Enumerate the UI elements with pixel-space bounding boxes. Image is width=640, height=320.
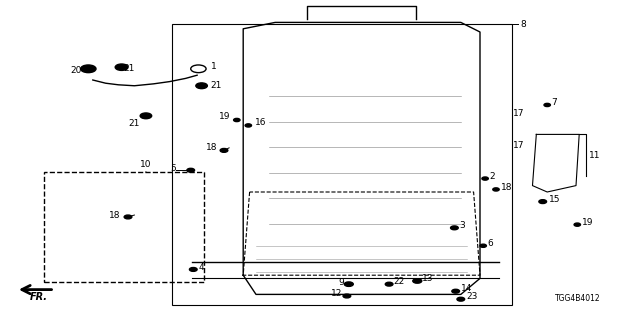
Circle shape xyxy=(140,113,152,119)
Text: 9: 9 xyxy=(339,278,344,287)
Text: 22: 22 xyxy=(394,277,405,286)
Circle shape xyxy=(344,282,353,286)
Circle shape xyxy=(196,83,207,89)
Text: 20: 20 xyxy=(70,66,82,75)
Text: 21: 21 xyxy=(210,81,221,90)
Text: 2: 2 xyxy=(490,172,495,181)
Text: 5: 5 xyxy=(170,164,176,173)
Text: 21: 21 xyxy=(128,119,140,128)
Circle shape xyxy=(187,168,195,172)
Text: 23: 23 xyxy=(466,292,477,301)
Circle shape xyxy=(234,118,240,122)
Text: FR.: FR. xyxy=(29,292,47,302)
Circle shape xyxy=(115,64,128,70)
Circle shape xyxy=(81,65,96,73)
Bar xyxy=(172,24,512,305)
Circle shape xyxy=(452,289,460,293)
Text: 21: 21 xyxy=(123,64,134,73)
Text: 16: 16 xyxy=(255,118,266,127)
Circle shape xyxy=(480,244,486,247)
Text: 3: 3 xyxy=(460,221,465,230)
Circle shape xyxy=(493,188,499,191)
Circle shape xyxy=(189,268,197,271)
Text: 11: 11 xyxy=(589,151,600,160)
Text: 17: 17 xyxy=(513,109,525,118)
Text: 13: 13 xyxy=(422,274,434,283)
Text: 15: 15 xyxy=(549,195,561,204)
Text: 8: 8 xyxy=(520,20,526,28)
Circle shape xyxy=(574,223,580,226)
Text: 14: 14 xyxy=(461,284,472,293)
Circle shape xyxy=(451,226,458,230)
Text: 18: 18 xyxy=(206,143,218,152)
Circle shape xyxy=(220,148,228,152)
Text: 17: 17 xyxy=(513,141,525,150)
Text: 6: 6 xyxy=(488,239,493,248)
Text: 7: 7 xyxy=(552,98,557,107)
Text: 19: 19 xyxy=(582,218,594,227)
Circle shape xyxy=(413,279,422,283)
Text: 4: 4 xyxy=(198,263,204,272)
Text: 19: 19 xyxy=(219,112,230,121)
Text: TGG4B4012: TGG4B4012 xyxy=(555,294,600,303)
Circle shape xyxy=(544,103,550,107)
Circle shape xyxy=(385,282,393,286)
Circle shape xyxy=(343,294,351,298)
Text: 12: 12 xyxy=(331,289,342,298)
Circle shape xyxy=(245,124,252,127)
Bar xyxy=(44,172,204,282)
Text: 18: 18 xyxy=(109,211,120,220)
Circle shape xyxy=(457,297,465,301)
Text: 1: 1 xyxy=(211,62,217,71)
Text: 10: 10 xyxy=(140,160,152,169)
Circle shape xyxy=(124,215,132,219)
Circle shape xyxy=(539,200,547,204)
Text: 18: 18 xyxy=(500,183,512,192)
Circle shape xyxy=(482,177,488,180)
